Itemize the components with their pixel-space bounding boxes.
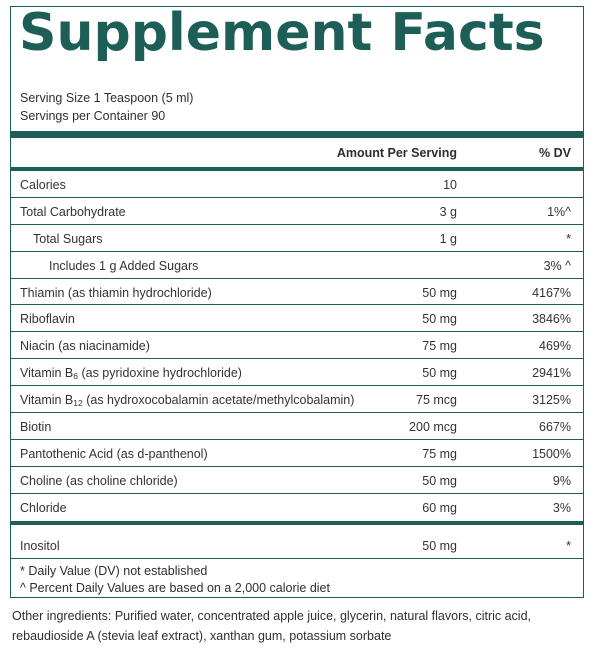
nutrient-name: Calories	[20, 178, 66, 192]
nutrient-row: Vitamin B12 (as hydroxocobalamin acetate…	[11, 386, 583, 414]
nutrient-row-inositol: Inositol 50 mg *	[11, 532, 583, 559]
nutrient-amount: 50 mg	[422, 473, 457, 488]
nutrient-name-subscript: 12	[73, 398, 83, 409]
nutrient-amount: 75 mcg	[416, 393, 457, 408]
nutrient-dv: 3%	[552, 500, 571, 515]
serving-size: Serving Size 1 Teaspoon (5 ml)	[20, 91, 194, 105]
servings-per-container: Servings per Container 90	[20, 109, 166, 123]
nutrient-amount: 50 mg	[422, 285, 457, 300]
nutrient-dv: 469%	[539, 339, 571, 354]
nutrient-name: Includes 1 g Added Sugars	[49, 258, 199, 273]
nutrient-dv: 1500%	[532, 446, 571, 461]
other-ingredients-line-2: rebaudioside A (stevia leaf extract), xa…	[12, 629, 392, 643]
amount-per-serving-header: Amount Per Serving	[336, 146, 457, 160]
nutrient-row: Chloride 60 mg 3%	[11, 494, 583, 521]
nutrient-name: Inositol	[20, 539, 60, 553]
nutrient-row: Vitamin B6 (as pyridoxine hydrochloride)…	[11, 359, 583, 387]
footnote-dv-not-established: * Daily Value (DV) not established	[20, 564, 208, 578]
nutrient-name: Biotin	[20, 420, 52, 435]
nutrient-name: Vitamin B6 (as pyridoxine hydrochloride)	[20, 366, 242, 381]
nutrient-dv: 2941%	[532, 366, 571, 381]
nutrient-row: Calories 10	[11, 171, 583, 198]
nutrient-dv: 3125%	[532, 393, 571, 408]
inositol-divider	[11, 521, 583, 525]
nutrient-amount: 1 g	[439, 231, 457, 246]
nutrient-amount: 50 mg	[422, 366, 457, 381]
nutrient-name: Chloride	[20, 500, 67, 515]
nutrient-name: Riboflavin	[20, 312, 75, 327]
nutrient-amount: 50 mg	[422, 312, 457, 327]
nutrient-name: Niacin (as niacinamide)	[20, 339, 150, 354]
nutrient-dv: 1%^	[547, 204, 571, 219]
nutrient-amount: 200 mcg	[409, 420, 457, 435]
nutrient-row: Biotin 200 mcg 667%	[11, 413, 583, 440]
nutrient-name: Total Carbohydrate	[20, 204, 126, 219]
nutrient-name-suffix: (as pyridoxine hydrochloride)	[78, 366, 242, 381]
nutrient-amount: 75 mg	[422, 339, 457, 354]
nutrient-dv: 3846%	[532, 312, 571, 327]
nutrient-name: Choline (as choline chloride)	[20, 473, 178, 488]
nutrient-dv: *	[566, 539, 571, 553]
nutrient-row: Thiamin (as thiamin hydrochloride) 50 mg…	[11, 279, 583, 306]
nutrient-name: Thiamin (as thiamin hydrochloride)	[20, 285, 212, 300]
nutrient-dv: *	[566, 231, 571, 246]
nutrient-amount: 3 g	[439, 204, 457, 219]
top-thick-divider	[11, 131, 583, 138]
nutrient-name-suffix: (as hydroxocobalamin acetate/methylcobal…	[82, 393, 355, 408]
nutrient-amount: 75 mg	[422, 446, 457, 461]
nutrient-dv: 667%	[539, 420, 571, 435]
nutrient-row: Riboflavin 50 mg 3846%	[11, 305, 583, 333]
nutrient-row: Total Carbohydrate 3 g 1%^	[11, 198, 583, 225]
nutrient-row: Choline (as choline chloride) 50 mg 9%	[11, 467, 583, 494]
nutrient-row: Total Sugars 1 g *	[11, 225, 583, 252]
nutrient-row: Pantothenic Acid (as d-panthenol) 75 mg …	[11, 440, 583, 467]
nutrient-dv: 9%	[552, 473, 571, 488]
nutrient-dv: 4167%	[532, 285, 571, 300]
nutrient-amount: 10	[443, 178, 457, 192]
nutrient-row: Includes 1 g Added Sugars 3% ^	[11, 252, 583, 279]
nutrient-amount: 50 mg	[422, 539, 457, 553]
header-divider	[11, 167, 583, 171]
nutrient-name: Vitamin B12 (as hydroxocobalamin acetate…	[20, 393, 354, 408]
nutrient-name-prefix: Vitamin B	[20, 366, 74, 381]
nutrient-amount: 60 mg	[422, 500, 457, 515]
panel-title: Supplement Facts	[19, 3, 545, 63]
nutrient-name: Pantothenic Acid (as d-panthenol)	[20, 446, 208, 461]
nutrient-name: Total Sugars	[33, 231, 103, 246]
nutrient-name-subscript: 6	[73, 371, 78, 382]
footnote-percent-dv: ^ Percent Daily Values are based on a 2,…	[20, 581, 330, 595]
other-ingredients-line-1: Other ingredients: Purified water, conce…	[12, 609, 532, 623]
nutrient-table: Calories 10 Total Carbohydrate 3 g 1%^ T…	[11, 171, 583, 521]
nutrient-dv: 3% ^	[543, 258, 571, 273]
nutrient-row: Niacin (as niacinamide) 75 mg 469%	[11, 332, 583, 360]
daily-value-header: % DV	[539, 146, 571, 160]
nutrient-name-prefix: Vitamin B	[20, 393, 74, 408]
supplement-facts-panel: Supplement Facts Serving Size 1 Teaspoon…	[10, 3, 584, 598]
